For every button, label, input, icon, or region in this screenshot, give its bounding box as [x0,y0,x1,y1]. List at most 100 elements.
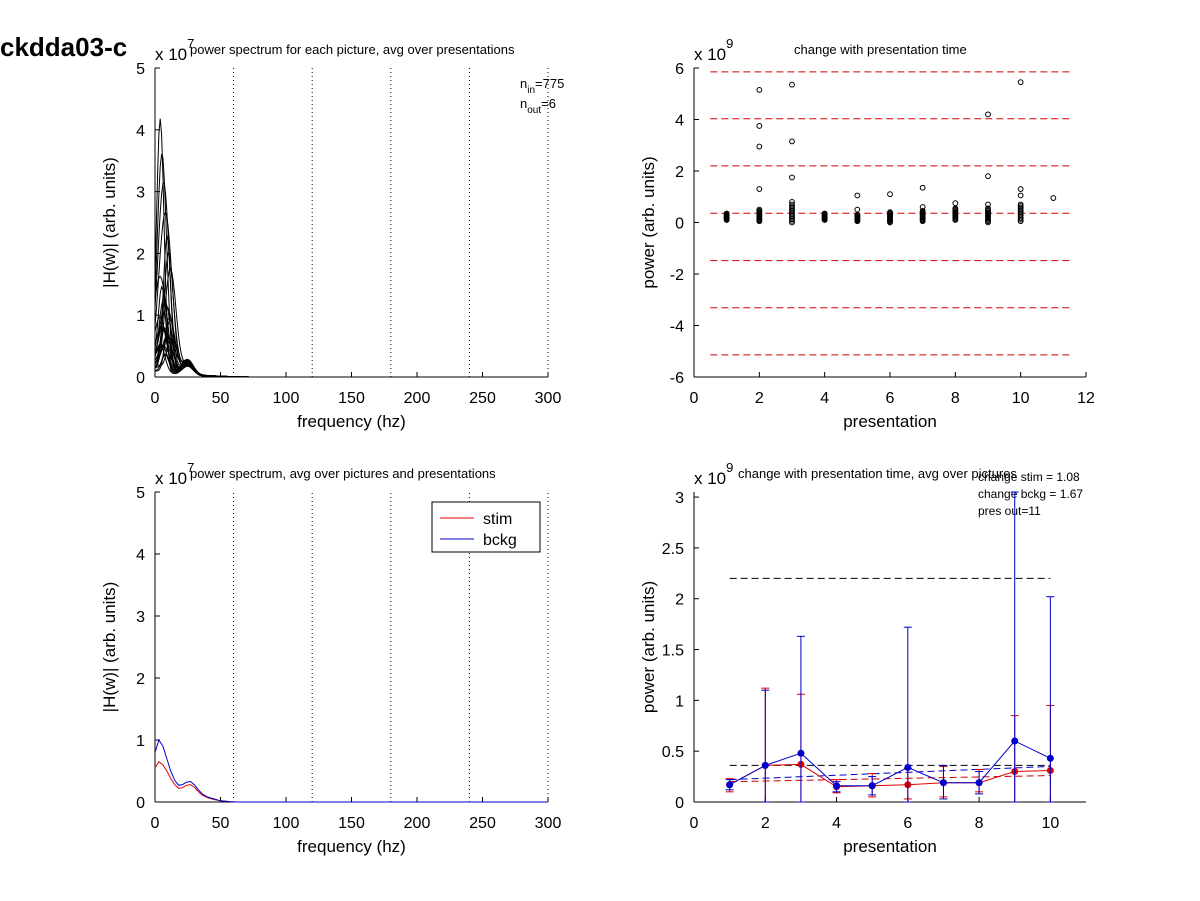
x-tick-label: 10 [1012,390,1030,407]
y-tick-label: -6 [670,370,684,387]
data-point [789,174,795,181]
exponent-power: 7 [187,460,194,475]
x-tick-label: 250 [469,390,496,407]
x-tick-label: 0 [151,815,160,832]
spectrum-curve [154,316,548,378]
y-tick-label: 0 [136,370,145,387]
data-point [756,123,763,129]
annotation-n-in: nin=775 [520,76,564,96]
panel-power-spectrum-avg: 0 50 100 150 200 250 300 0 1 2 3 4 5 frequency (hz) |H… [100,460,561,856]
y-axis-label: power (arb. units) [639,156,658,288]
data-point [756,206,763,213]
x-tick-label: 0 [690,390,699,407]
y-tick-label: 1 [136,308,145,325]
y-axis-label: power (arb. units) [639,581,658,713]
chart-title: change with presentation time [794,42,967,57]
exponent-power: 9 [726,36,733,51]
exponent-base: x 10 [155,45,187,64]
x-tick-label: 10 [1041,815,1059,832]
data-point [789,203,795,210]
x-tick-label: 300 [535,390,562,407]
spectrum-curve [154,338,548,378]
x-tick-label: 2 [761,815,770,832]
series-line [729,740,1051,787]
x-tick-label: 12 [1077,390,1095,407]
x-tick-label: 200 [404,390,431,407]
data-point [854,206,861,213]
y-tick-label: 0 [675,216,684,233]
y-tick-label: 6 [675,61,684,78]
spectrum-curve [154,153,548,378]
spectrum-curve [154,327,548,378]
exponent-base: x 10 [694,45,726,64]
y-tick-label: -4 [670,319,684,336]
series-point [939,779,947,787]
x-tick-label: 100 [273,390,300,407]
x-axis-label: frequency (hz) [297,412,406,431]
y-tick-label: 5 [136,61,145,78]
data-point [919,208,926,214]
data-point [985,201,991,208]
x-tick-label: 6 [903,815,912,832]
data-point [723,210,730,217]
x-tick-label: 300 [535,815,562,832]
annotation-n-out: nout=6 [520,96,556,116]
spectrum-curve [154,326,548,378]
x-tick-label: 250 [469,815,496,832]
series-point [1011,737,1019,745]
legend-box [431,501,541,553]
x-axis-label: presentation [843,412,937,431]
x-tick-label: 2 [755,390,764,407]
spectrum-curve [154,306,548,378]
annotation-text: change bckg = 1.67 [978,487,1083,501]
data-point [887,191,893,198]
y-tick-label: 2 [675,164,684,181]
spectrum-curve [154,298,548,378]
x-tick-label: 6 [886,390,895,407]
spectrum-curve [154,285,548,378]
spectrum-curve [154,353,548,378]
data-point [1017,201,1024,208]
data-point [1017,186,1024,192]
series-point [761,761,769,769]
spectrum-curve [154,267,548,378]
spectrum-curve [154,335,548,378]
x-axis-label: frequency (hz) [297,837,406,856]
spectrum-curve [154,318,548,378]
legend: stim bckg [431,501,541,553]
y-tick-label: 4 [136,123,145,140]
chart-title: power spectrum for each picture, avg ove… [190,42,515,57]
data-point [985,173,991,180]
axis-exponent: x 109 [694,36,733,64]
panel-power-spectrum-each: 0 50 100 150 200 250 300 0 1 2 3 4 5 frequency (hz) |H… [100,36,564,431]
x-axis-label: presentation [843,837,937,856]
data-point [789,138,795,145]
y-tick-label: 4 [675,113,684,130]
data-point [821,210,828,217]
spectrum-curve [154,182,548,378]
series-line-stim [154,760,548,803]
series-point [904,763,912,771]
y-tick-label: 0 [675,795,684,812]
spectrum-curve [154,252,548,378]
data-point [919,184,926,191]
data-point [756,86,763,93]
spectrum-curve [154,211,548,378]
x-tick-label: 150 [338,390,365,407]
chart-title: change with presentation time, avg over … [738,466,1017,481]
data-point [1050,195,1057,201]
data-point [985,205,991,212]
spectrum-curve [154,275,548,378]
legend-label-bckg: bckg [483,532,517,549]
data-point [789,199,795,205]
y-tick-label: 2 [136,671,145,688]
x-tick-label: 4 [832,815,841,832]
data-point [789,81,795,88]
exponent-power: 9 [726,460,733,475]
y-tick-label: 5 [136,485,145,502]
y-tick-label: 4 [136,547,145,564]
y-tick-label: 2.5 [662,541,684,558]
data-point [789,201,795,208]
chart-title: power spectrum, avg over pictures and pr… [190,466,496,481]
